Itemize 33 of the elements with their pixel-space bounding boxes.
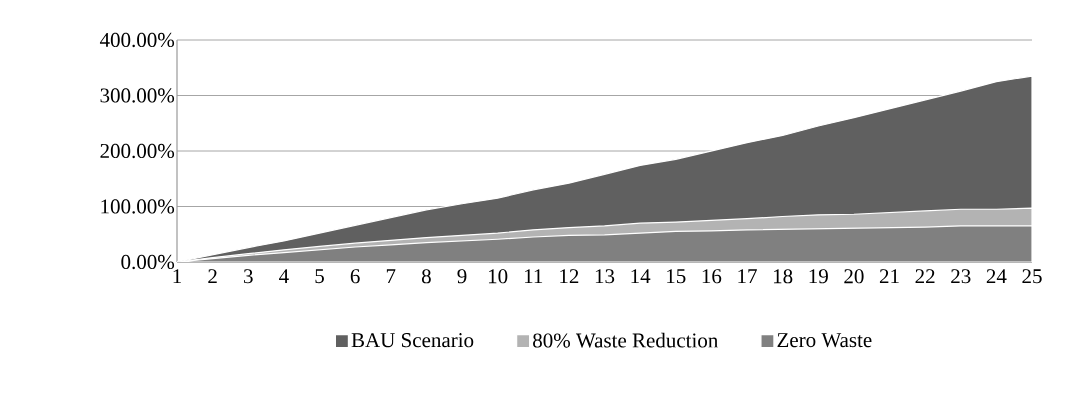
x-tick-label: 10 [488,269,508,284]
x-tick-label: 9 [457,269,467,284]
legend-label: BAU Scenario [351,333,474,348]
x-tick-label: 18 [773,269,793,284]
x-tick-label: 24 [986,269,1007,284]
x-tick-label: 14 [631,269,651,284]
x-tick-label: 20 [844,269,864,284]
legend-label: 80% Waste Reduction [533,332,719,348]
x-tick-label: 16 [702,269,722,284]
x-tick-label: 19 [809,269,828,284]
x-tick-label: 11 [524,269,543,284]
legend-label: Zero Waste [777,333,872,348]
x-tick-label: 4 [279,269,289,284]
x-tick-label: 2 [208,269,217,284]
x-tick-label: 23 [951,269,971,284]
x-tick-label: 15 [667,269,686,284]
x-tick-label: 1 [173,269,181,284]
x-tick-label: 13 [595,269,615,284]
y-tick-label: 0.00% [121,254,175,270]
x-tick-label: 21 [879,269,899,284]
x-tick-label: 25 [1022,269,1042,284]
x-tick-label: 17 [738,269,757,284]
x-tick-label: 5 [315,269,324,284]
y-tick-label: 100.00% [101,199,175,214]
x-tick-label: 7 [386,269,396,283]
y-tick-label: 200.00% [100,143,175,159]
x-tick-label: 3 [244,269,253,284]
x-tick-label: 22 [915,269,935,284]
x-tick-label: 6 [350,269,360,284]
x-tick-label: 8 [421,269,431,284]
y-tick-label: 400.00% [99,32,175,48]
y-tick-label: 300.00% [100,88,175,103]
x-tick-label: 12 [560,269,579,284]
